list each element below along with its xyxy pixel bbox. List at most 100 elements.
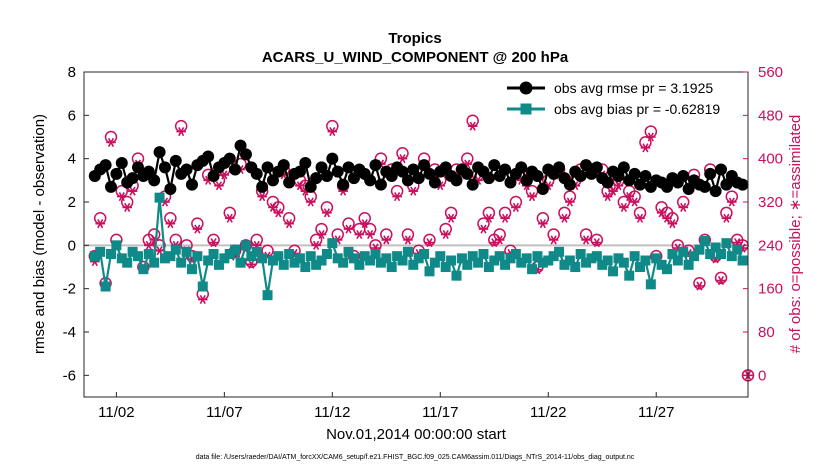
rmse-point [450, 174, 463, 187]
bias-point [321, 249, 332, 259]
bias-point [581, 257, 592, 268]
bias-point [311, 259, 322, 270]
obs-assimilated-marker [305, 197, 316, 207]
obs-assimilated-marker [284, 219, 294, 229]
y-right-tick-label: 240 [758, 237, 783, 254]
bias-point [111, 240, 122, 251]
chart-title: Tropics [388, 30, 441, 47]
rmse-point [482, 172, 495, 185]
obs-assimilated-marker [392, 192, 402, 202]
asterisk-stroke [723, 213, 730, 223]
x-tick-label: 11/07 [206, 404, 242, 421]
bias-point [564, 255, 575, 266]
rmse-point [677, 170, 690, 182]
obs-assimilated-marker [619, 202, 629, 212]
rmse-point [715, 163, 728, 176]
bias-point [267, 255, 278, 266]
asterisk-stroke [367, 229, 374, 240]
bias-point [338, 257, 349, 268]
obs-possible-marker [207, 233, 220, 247]
y-axis-label: rmse and bias (model - observation) [31, 114, 48, 354]
bias-point [694, 244, 705, 255]
asterisk-stroke [539, 219, 546, 229]
obs-assimilated-marker [716, 275, 726, 286]
rmse-point [299, 157, 312, 169]
bias-point [89, 251, 100, 262]
bias-point [273, 251, 284, 262]
bias-point [667, 249, 678, 259]
rmse-point [326, 152, 339, 165]
obs-assimilated-marker [511, 202, 521, 212]
bias-point [419, 249, 430, 259]
bias-point [429, 257, 440, 268]
obs-assimilated-marker [538, 219, 548, 229]
bias-point [370, 249, 381, 259]
asterisk-stroke [167, 219, 174, 229]
y-right-tick-label: 160 [758, 281, 783, 298]
bias-point [554, 246, 565, 257]
rmse-point [207, 170, 220, 182]
asterisk-stroke [221, 170, 228, 180]
bias-point [521, 253, 532, 264]
rmse-point [590, 161, 603, 174]
asterisk-stroke [561, 213, 568, 223]
asterisk-stroke [647, 132, 654, 142]
asterisk-stroke [717, 275, 725, 286]
asterisk-stroke [669, 219, 676, 229]
rmse-point [315, 161, 328, 174]
y-right-tick-label: 480 [758, 107, 783, 124]
asterisk-stroke [658, 208, 665, 218]
bias-point [462, 259, 473, 270]
rmse-point [164, 183, 177, 195]
rmse-point [553, 161, 566, 174]
data-file-note: data file: /Users/raeder/DAI/ATM_forcXX/… [196, 454, 635, 461]
bias-point [721, 238, 732, 249]
asterisk-stroke [485, 213, 492, 223]
asterisk-stroke [275, 208, 282, 218]
asterisk-stroke [248, 259, 255, 269]
obs-assimilated-marker [440, 229, 451, 240]
bias-point [575, 249, 586, 259]
bias-point [116, 253, 127, 264]
rmse-point [320, 170, 333, 182]
bias-point [624, 270, 635, 281]
asterisk-stroke [696, 281, 703, 291]
asterisk-stroke [345, 224, 352, 234]
bias-point [300, 262, 311, 272]
obs-assimilated-marker [624, 192, 635, 202]
bias-point [591, 251, 602, 262]
asterisk-stroke [145, 240, 152, 250]
bias-point [143, 249, 154, 259]
asterisk-stroke [609, 186, 617, 196]
y-tick-label: -2 [63, 281, 76, 298]
bias-point [294, 253, 305, 264]
rmse-point [142, 165, 155, 178]
obs-assimilated-marker [559, 213, 570, 223]
bias-point [181, 246, 192, 257]
y-tick-label: 4 [68, 151, 76, 168]
rmse-point [99, 159, 112, 172]
obs-assimilated-marker [343, 224, 354, 234]
rmse-point [131, 161, 144, 174]
rmse-point [661, 180, 674, 193]
rmse-point [310, 172, 323, 185]
rmse-point [331, 165, 344, 178]
obs-assimilated-marker [214, 181, 224, 191]
asterisk-stroke [442, 229, 449, 240]
y-axis-right-label: # of obs: o=possible; ∗=assimilated [787, 115, 804, 354]
asterisk-stroke [107, 137, 115, 147]
obs-assimilated-marker [581, 235, 591, 245]
bias-point [456, 253, 467, 264]
bias-point [662, 264, 673, 275]
y-right-tick-label: 560 [758, 64, 783, 81]
obs-possible-marker [239, 239, 253, 252]
chart-subtitle: ACARS_U_WIND_COMPONENT @ 200 hPa [262, 49, 569, 66]
bias-point [165, 251, 176, 262]
asterisk-stroke [178, 127, 185, 137]
bias-point [629, 251, 640, 262]
rmse-point [634, 178, 647, 191]
y-tick-label: 2 [68, 194, 76, 211]
rmse-point [531, 170, 544, 182]
y-right-tick-label: 0 [758, 367, 766, 384]
bias-point [424, 266, 435, 277]
